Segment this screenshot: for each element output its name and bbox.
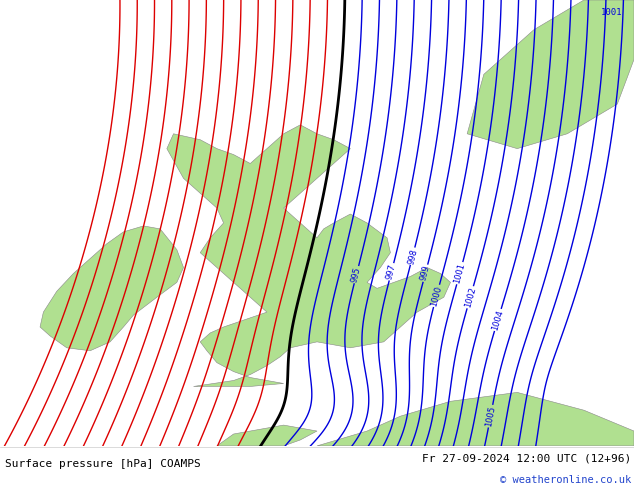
Text: 997: 997 (385, 263, 398, 281)
Text: Fr 27-09-2024 12:00 UTC (12+96): Fr 27-09-2024 12:00 UTC (12+96) (422, 453, 631, 463)
Text: 995: 995 (350, 266, 363, 283)
Text: 1004: 1004 (491, 309, 505, 331)
Text: 1005: 1005 (484, 405, 497, 427)
Text: 1003: 1003 (432, 477, 448, 490)
Polygon shape (217, 425, 317, 446)
Text: © weatheronline.co.uk: © weatheronline.co.uk (500, 475, 631, 485)
Polygon shape (167, 125, 451, 387)
Text: 1001: 1001 (600, 8, 622, 17)
Text: 1001: 1001 (453, 262, 467, 285)
Text: Surface pressure [hPa] COAMPS: Surface pressure [hPa] COAMPS (5, 459, 201, 468)
Text: 1002: 1002 (463, 286, 477, 309)
Text: 996: 996 (330, 453, 347, 470)
Text: 999: 999 (419, 265, 432, 282)
Text: 1000: 1000 (429, 285, 444, 307)
Polygon shape (467, 0, 634, 148)
Text: 998: 998 (406, 247, 419, 265)
Polygon shape (40, 226, 183, 351)
Polygon shape (317, 392, 634, 446)
